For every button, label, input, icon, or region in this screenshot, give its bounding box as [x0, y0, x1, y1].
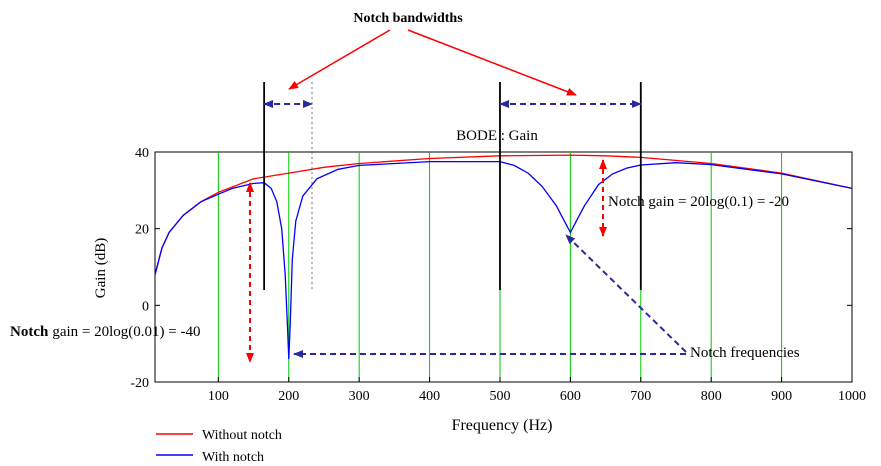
- tick-label-y-40: 40: [135, 146, 149, 161]
- y-axis-label: Gain (dB): [93, 238, 109, 298]
- annotation-lines: [246, 29, 687, 363]
- notch-freq-pointer-600: [565, 234, 687, 353]
- tick-label-x-600: 600: [560, 389, 581, 404]
- tick-label-y-20: 20: [135, 223, 149, 238]
- tick-label-x-700: 700: [630, 389, 651, 404]
- legend-label-with-notch: With notch: [202, 450, 264, 465]
- tick-label-x-1000: 1000: [838, 389, 866, 404]
- tick-label-x-200: 200: [278, 389, 299, 404]
- plot-area: [154, 151, 853, 383]
- bandwidth-pointer-1: [288, 29, 391, 90]
- legend-label-without-notch: Without notch: [202, 428, 282, 443]
- notch-gain-high-annotation: Notch gain = 20log(0.1) = -20: [608, 194, 789, 210]
- tick-label-x-400: 400: [419, 389, 440, 404]
- notch-gain-low-bold: Notch: [10, 324, 49, 340]
- chart-title: BODE : Gain: [456, 128, 538, 144]
- x-axis-label: Frequency (Hz): [452, 417, 553, 434]
- bandwidth-annotation: Notch bandwidths: [353, 11, 463, 26]
- bandwidth-pointer-2: [407, 29, 577, 96]
- tick-label-x-900: 900: [771, 389, 792, 404]
- notch-gain-low-rest: gain = 20log(0.01) = -40: [52, 324, 200, 340]
- tick-label-x-100: 100: [208, 389, 229, 404]
- tick-label-x-800: 800: [701, 389, 722, 404]
- legend: Without notch With notch: [156, 428, 282, 465]
- tick-label-x-500: 500: [489, 389, 510, 404]
- notch-gain-low-annotation: Notch gain = 20log(0.01) = -40: [10, 324, 200, 340]
- grid-lines: [217, 152, 783, 382]
- tick-label-y-0: 0: [142, 299, 149, 314]
- axis-ticks: 100 200 300 400 500 600 700 800 900 1000 -20 0 20 40: [130, 146, 866, 404]
- tick-label-x-300: 300: [349, 389, 370, 404]
- tick-label-y--20: -20: [130, 376, 149, 391]
- notch-frequencies-annotation: Notch frequencies: [690, 345, 800, 361]
